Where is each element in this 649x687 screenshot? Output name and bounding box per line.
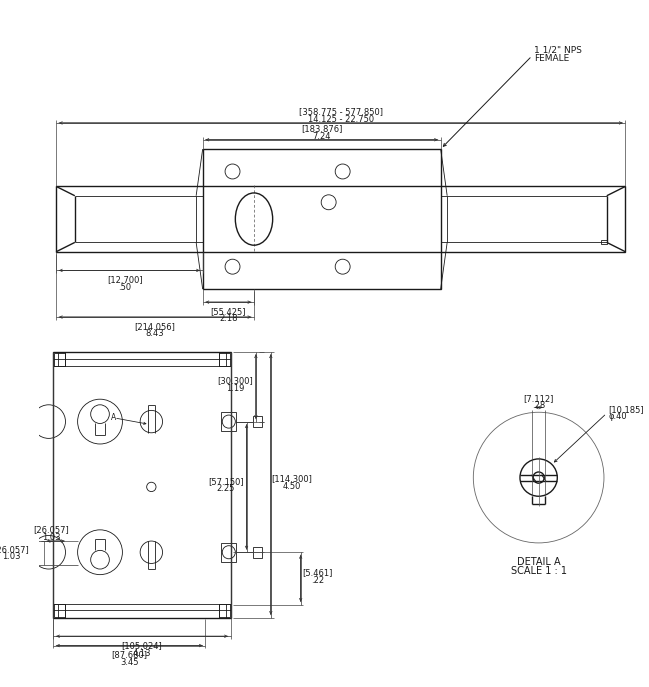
Text: [358.775 - 577.850]: [358.775 - 577.850] (299, 107, 383, 116)
Text: 4.13: 4.13 (133, 649, 151, 657)
Text: [26.057]: [26.057] (0, 545, 29, 554)
Text: φ.40: φ.40 (609, 412, 627, 421)
Bar (55, 352, 64, 365)
Text: A: A (112, 414, 117, 423)
Bar (253, 547, 262, 558)
Text: 2.25: 2.25 (217, 484, 235, 493)
Text: [105.024]: [105.024] (121, 641, 162, 650)
Text: [5.461]: [5.461] (302, 568, 333, 577)
Text: 1.03: 1.03 (2, 552, 21, 561)
Bar (601, 240, 607, 245)
Text: [7.112]: [7.112] (524, 394, 554, 403)
Text: 1 1/2" NPS: 1 1/2" NPS (534, 45, 582, 55)
Text: 1.03: 1.03 (42, 533, 61, 542)
Text: SCALE 1 : 1: SCALE 1 : 1 (511, 566, 567, 576)
Text: 4.50: 4.50 (282, 482, 300, 491)
Text: 14.125 - 22.750: 14.125 - 22.750 (308, 115, 374, 124)
Text: 3.45: 3.45 (120, 658, 139, 667)
Text: 8.43: 8.43 (146, 329, 164, 339)
Text: .28: .28 (532, 401, 545, 410)
Text: 1.19: 1.19 (226, 384, 245, 393)
Bar (219, 352, 230, 365)
Text: FEMALE: FEMALE (534, 54, 569, 63)
Text: [214.056]: [214.056] (134, 322, 175, 331)
Text: 2.18: 2.18 (219, 315, 238, 324)
Text: [114.300]: [114.300] (271, 475, 312, 484)
Bar (202, 149, 441, 289)
Text: .50: .50 (118, 283, 131, 292)
Bar (221, 543, 236, 561)
Text: 7.24: 7.24 (312, 131, 331, 141)
Text: [57.150]: [57.150] (208, 477, 244, 486)
Text: [30.300]: [30.300] (217, 376, 253, 385)
Bar (56, 186, 626, 251)
Text: .22: .22 (311, 576, 324, 585)
Text: [87.680]: [87.680] (112, 651, 147, 660)
Bar (253, 416, 262, 427)
Bar (221, 412, 236, 431)
Bar (219, 604, 230, 617)
Bar (55, 604, 64, 617)
Text: [12.700]: [12.700] (107, 275, 143, 284)
Text: DETAIL A: DETAIL A (517, 556, 561, 567)
Text: [183.876]: [183.876] (301, 124, 342, 133)
Text: [26.057]: [26.057] (34, 526, 69, 534)
Text: [55.425]: [55.425] (210, 307, 246, 316)
Text: [10.185]: [10.185] (609, 405, 644, 414)
Bar (53, 352, 230, 618)
